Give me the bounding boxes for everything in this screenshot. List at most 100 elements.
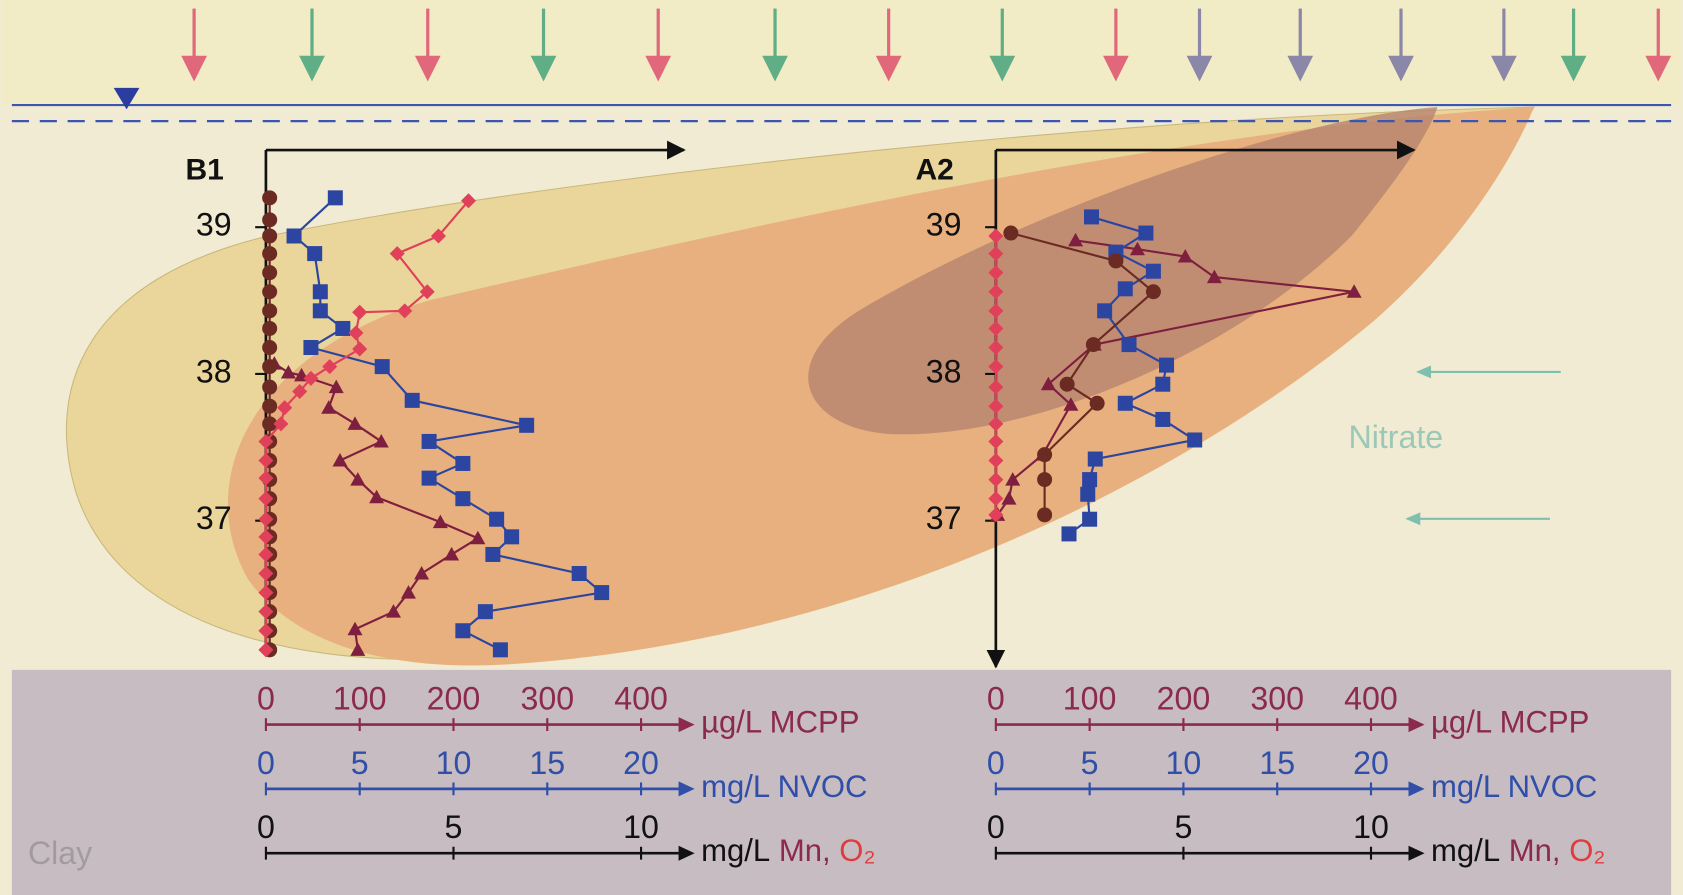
circle-marker <box>262 228 277 243</box>
page: {"chart_data": [ {"type": "profile", "ti… <box>0 0 1683 895</box>
square-marker <box>1118 396 1133 411</box>
x-axis-label: mg/L Mn, O₂ <box>1431 833 1605 868</box>
label-part: O₂ <box>1569 833 1605 868</box>
label-part: mg/L <box>1431 833 1500 868</box>
square-marker <box>504 529 519 544</box>
x-axis-label: µg/L MCPP <box>1431 705 1589 740</box>
label-part: Mn, <box>1509 833 1561 868</box>
x-tick-label: 0 <box>257 745 275 781</box>
square-marker <box>1138 226 1153 241</box>
circle-marker <box>262 246 277 261</box>
circle-marker <box>1086 337 1101 352</box>
circle-marker <box>1037 472 1052 487</box>
circle-marker <box>1037 447 1052 462</box>
x-tick-label: 300 <box>520 680 574 716</box>
square-marker <box>1122 337 1137 352</box>
x-tick-label: 10 <box>1353 809 1389 845</box>
square-marker <box>478 604 493 619</box>
square-marker <box>572 566 587 581</box>
square-marker <box>493 642 508 657</box>
square-marker <box>485 547 500 562</box>
square-marker <box>1097 303 1112 318</box>
x-tick-label: 5 <box>445 809 463 845</box>
square-marker <box>1146 264 1161 279</box>
x-tick-label: 0 <box>987 680 1005 716</box>
square-marker <box>455 456 470 471</box>
square-marker <box>328 190 343 205</box>
square-marker <box>455 623 470 638</box>
square-marker <box>1187 432 1202 447</box>
surface-zone <box>1 0 1682 105</box>
x-tick-label: 20 <box>1353 745 1389 781</box>
square-marker <box>287 228 302 243</box>
x-tick-label: 5 <box>1081 745 1099 781</box>
square-marker <box>455 491 470 506</box>
x-tick-label: 100 <box>333 680 387 716</box>
square-marker <box>1061 526 1076 541</box>
figure: Clay Nitrate B13738390100200300400µg/L M… <box>0 0 1683 895</box>
y-tick-label: 39 <box>926 207 962 243</box>
x-tick-label: 20 <box>623 745 659 781</box>
y-tick-label: 38 <box>926 353 962 389</box>
circle-marker <box>262 303 277 318</box>
circle-marker <box>1060 377 1075 392</box>
square-marker <box>1118 281 1133 296</box>
square-marker <box>422 471 437 486</box>
x-tick-label: 15 <box>1259 745 1295 781</box>
x-tick-label: 0 <box>257 809 275 845</box>
x-tick-label: 200 <box>1157 680 1211 716</box>
label-part: Mn, <box>779 833 831 868</box>
circle-marker <box>262 284 277 299</box>
x-tick-label: 0 <box>987 809 1005 845</box>
circle-marker <box>262 321 277 336</box>
circle-marker <box>1003 226 1018 241</box>
square-marker <box>303 340 318 355</box>
circle-marker <box>262 399 277 414</box>
square-marker <box>307 246 322 261</box>
square-marker <box>1082 472 1097 487</box>
label-part: µg/L MCPP <box>701 705 859 740</box>
label-part: mg/L <box>701 833 770 868</box>
profile-title: A2 <box>915 153 953 186</box>
square-marker <box>594 585 609 600</box>
square-marker <box>489 512 504 527</box>
square-marker <box>1088 452 1103 467</box>
x-tick-label: 300 <box>1250 680 1304 716</box>
square-marker <box>519 418 534 433</box>
x-tick-label: 10 <box>623 809 659 845</box>
clay-label: Clay <box>28 835 92 871</box>
square-marker <box>405 393 420 408</box>
circle-marker <box>1108 253 1123 268</box>
circle-marker <box>262 380 277 395</box>
x-axis-label: mg/L NVOC <box>701 769 867 804</box>
circle-marker <box>262 265 277 280</box>
square-marker <box>1159 358 1174 373</box>
square-marker <box>1084 209 1099 224</box>
square-marker <box>335 321 350 336</box>
x-tick-label: 400 <box>1344 680 1398 716</box>
square-marker <box>1082 512 1097 527</box>
square-marker <box>422 434 437 449</box>
x-tick-label: 100 <box>1063 680 1117 716</box>
x-axis-label: µg/L MCPP <box>701 705 859 740</box>
circle-marker <box>1037 507 1052 522</box>
x-axis-label: mg/L NVOC <box>1431 769 1597 804</box>
square-marker <box>1155 377 1170 392</box>
circle-marker <box>262 212 277 227</box>
x-tick-label: 5 <box>351 745 369 781</box>
square-marker <box>313 303 328 318</box>
circle-marker <box>1090 396 1105 411</box>
nitrate-label: Nitrate <box>1348 419 1443 455</box>
x-axis-label: mg/L Mn, O₂ <box>701 833 875 868</box>
square-marker <box>1080 487 1095 502</box>
label-part: O₂ <box>839 833 875 868</box>
x-tick-label: 0 <box>257 680 275 716</box>
square-marker <box>1155 412 1170 427</box>
square-marker <box>313 284 328 299</box>
circle-marker <box>262 359 277 374</box>
x-tick-label: 400 <box>614 680 668 716</box>
square-marker <box>375 359 390 374</box>
x-tick-label: 5 <box>1174 809 1192 845</box>
label-part: µg/L MCPP <box>1431 705 1589 740</box>
profile-title: B1 <box>186 153 224 186</box>
